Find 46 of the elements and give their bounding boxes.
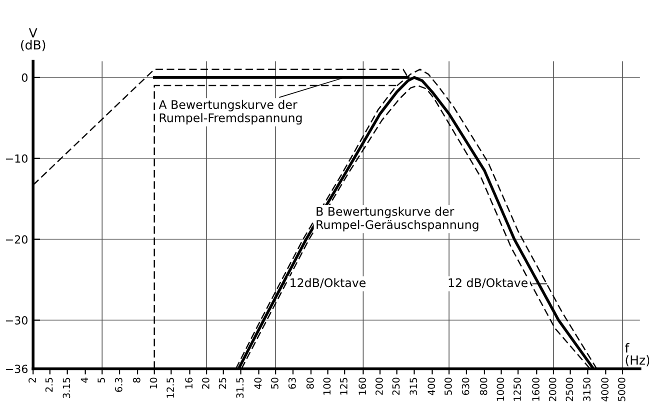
x-tick-label: 315	[410, 378, 418, 395]
annotation: 12dB/Oktave	[290, 278, 366, 288]
x-tick-label: 1250	[514, 378, 521, 401]
x-axis-title: f (Hz)	[625, 343, 649, 366]
x-tick-label: 63	[288, 378, 296, 389]
y-tick-label: −20	[6, 235, 28, 244]
x-tick-label: 5	[98, 378, 105, 383]
x-tick-label: 25	[218, 378, 226, 389]
x-tick-label: 100	[323, 378, 331, 395]
x-tick-label: 500	[444, 378, 452, 395]
x-tick-label: 10	[150, 378, 158, 388]
x-tick-label: 40	[254, 378, 262, 389]
x-tick-label: 4	[80, 378, 88, 383]
x-tick-label: 400	[428, 378, 436, 396]
y-tick-label: 0	[22, 73, 28, 82]
x-tick-label: 200	[375, 378, 383, 395]
x-tick-label: 16	[185, 378, 193, 388]
x-tick-label: 4000	[601, 378, 609, 402]
x-tick-label: 1000	[496, 378, 504, 401]
x-tick-label: 630	[462, 378, 470, 395]
x-tick-label: 2000	[548, 378, 556, 402]
x-tick-label: 2500	[566, 378, 574, 402]
x-tick-label: 20	[202, 378, 210, 389]
x-tick-label: 160	[358, 378, 366, 395]
x-tick-label: 3.15	[62, 378, 70, 398]
x-tick-label: 125	[340, 378, 348, 395]
x-tick-label: 12.5	[166, 378, 174, 398]
x-tick-label: 250	[392, 378, 400, 395]
x-tick-label: 800	[480, 378, 488, 395]
y-tick-label: −10	[6, 154, 28, 163]
annotation: A Bewertungskurve der Rumpel-Fremdspannung	[158, 100, 302, 125]
x-tick-label: 80	[306, 378, 314, 389]
y-tick-label: −30	[6, 316, 28, 325]
y-tick-label: −36	[6, 364, 28, 374]
x-tick-label: 5000	[618, 378, 626, 402]
annotation: B Bewertungskurve der Rumpel-Geräuschspannung	[316, 206, 478, 232]
annotation: 12 dB/Oktave	[448, 278, 528, 288]
x-tick-label: 1600	[532, 378, 540, 401]
x-tick-label: 50	[271, 378, 278, 389]
x-tick-label: 2.5	[45, 378, 53, 392]
x-tick-label: 31.5	[236, 378, 244, 398]
x-tick-label: 3150	[583, 378, 591, 402]
y-axis-title: V (dB)	[21, 28, 46, 52]
x-tick-label: 2	[28, 378, 36, 383]
x-tick-label: 8	[133, 378, 140, 383]
x-tick-label: 6.3	[115, 378, 122, 392]
